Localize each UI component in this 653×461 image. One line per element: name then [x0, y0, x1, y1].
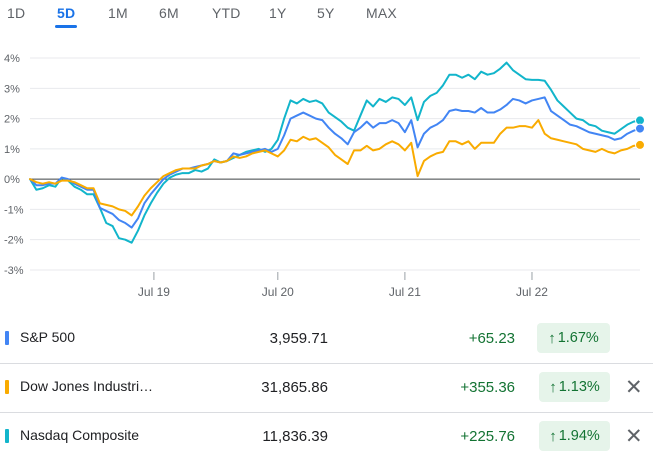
percent-change-badge: ↑ 1.67% [537, 323, 610, 353]
percent-change-value: 1.67% [557, 330, 599, 346]
index-price: 3,959.71 [269, 330, 328, 347]
x-tick-label: Jul 19 [138, 285, 170, 299]
series-end-marker [635, 123, 645, 134]
series-end-marker [635, 115, 645, 126]
index-name: Dow Jones Industri… [20, 378, 154, 394]
remove-comparison-button[interactable]: ✕ [625, 376, 643, 399]
arrow-up-icon: ↑ [549, 378, 557, 396]
table-row[interactable]: S&P 500 3,959.71 +65.23 ↑ 1.67% [0, 313, 653, 361]
index-name: S&P 500 [20, 329, 76, 345]
index-change: +225.76 [460, 428, 515, 445]
series-line [29, 119, 641, 217]
y-tick-label: 0% [4, 174, 20, 186]
index-name: Nasdaq Composite [20, 427, 140, 443]
percent-change-badge: ↑ 1.13% [539, 372, 610, 402]
arrow-up-icon: ↑ [549, 427, 557, 445]
x-tick-label: Jul 22 [516, 285, 548, 299]
remove-comparison-button[interactable]: ✕ [625, 425, 643, 448]
tab-1y[interactable]: 1Y [269, 5, 287, 21]
index-change: +355.36 [460, 379, 515, 396]
index-comparison-chart[interactable]: 4% 3% 2% 1% 0% -1% -2% -3% Jul 19 Jul 20 Jul 21 Jul… [0, 32, 653, 300]
percent-change-badge: ↑ 1.94% [539, 421, 610, 451]
index-price: 11,836.39 [262, 428, 328, 445]
y-tick-label: -3% [4, 265, 24, 277]
table-row[interactable]: Nasdaq Composite 11,836.39 +225.76 ↑ 1.9… [0, 413, 653, 461]
table-row[interactable]: Dow Jones Industri… 31,865.86 +355.36 ↑ … [0, 364, 653, 412]
row-divider [0, 412, 653, 413]
y-tick-label: 2% [4, 114, 20, 126]
percent-change-value: 1.13% [558, 379, 600, 395]
row-divider [0, 363, 653, 364]
series-end-marker [635, 139, 645, 150]
tab-ytd[interactable]: YTD [212, 5, 241, 21]
series-color-swatch [5, 429, 9, 443]
series-color-swatch [5, 331, 9, 345]
arrow-up-icon: ↑ [548, 329, 556, 347]
tab-max[interactable]: MAX [366, 5, 397, 21]
tab-5d[interactable]: 5D [54, 5, 78, 28]
y-tick-label: -1% [4, 204, 24, 216]
y-tick-label: 3% [4, 83, 20, 95]
y-tick-label: -2% [4, 235, 24, 247]
tab-6m[interactable]: 6M [159, 5, 179, 21]
x-tick-label: Jul 20 [262, 285, 294, 299]
y-tick-label: 1% [4, 144, 20, 156]
series-line [29, 61, 641, 244]
percent-change-value: 1.94% [558, 428, 600, 444]
x-tick-label: Jul 21 [389, 285, 421, 299]
tab-5y[interactable]: 5Y [317, 5, 335, 21]
index-price: 31,865.86 [261, 379, 328, 396]
tab-1m[interactable]: 1M [108, 5, 128, 21]
y-tick-label: 4% [4, 53, 20, 65]
series-line [29, 96, 641, 229]
range-tabs: 1D 5D 1M 6M YTD 1Y 5Y MAX [0, 0, 653, 30]
index-change: +65.23 [468, 330, 515, 347]
tab-1d[interactable]: 1D [7, 5, 26, 21]
series-color-swatch [5, 380, 9, 394]
